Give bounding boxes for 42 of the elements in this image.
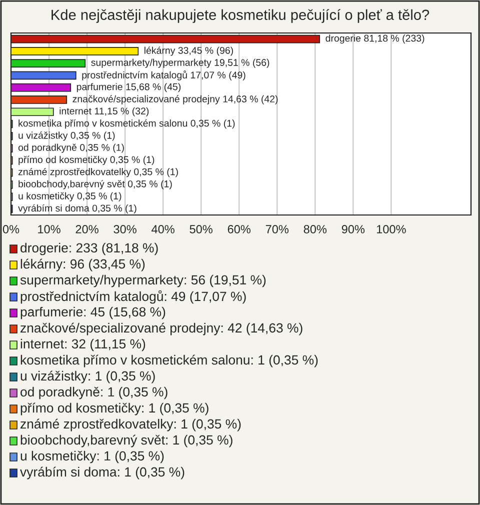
category-label: od poradkyně 0,35 % (1) <box>18 144 124 153</box>
category-label: prostřednictvím katalogů 17,07 % (49) <box>82 70 246 80</box>
text: kosmetika přímo v kosmetickém salonu: 1 (0,35 %) <box>20 354 318 368</box>
x-tick-label: 50% <box>190 225 212 234</box>
category-label: drogerie 81,18 % (233) <box>326 34 424 44</box>
text: lékárny: 96 (33,45 %) <box>20 258 145 272</box>
text: známé zprostředkovatelky: 1 (0,35 %) <box>20 418 241 432</box>
text: internet: 32 (11,15 %) <box>20 338 146 352</box>
text: parfumerie: 45 (15,68 %) <box>20 306 166 320</box>
category-label: přímo od kosmetičky 0,35 % (1) <box>18 156 154 165</box>
category-label: bioobchody,barevný svět 0,35 % (1) <box>18 180 172 190</box>
x-tick-label: 20% <box>76 225 98 234</box>
chart-title: Kde nejčastěji nakupujete kosmetiku pečující o pleť a tělo? <box>52 9 430 23</box>
text: vyrábím si doma: 1 (0,35 %) <box>20 466 184 480</box>
text: prostřednictvím katalogů: 49 (17,07 %) <box>20 290 246 304</box>
x-tick-label: 80% <box>304 225 327 234</box>
text: značkové/specializované prodejny: 42 (14,63 %) <box>20 322 302 336</box>
category-label: kosmetika přímo v kosmetickém salonu 0,35 % (1) <box>18 119 235 129</box>
x-tick-label: 40% <box>152 225 174 234</box>
text: supermarkety/hypermarkety: 56 (19,51 %) <box>20 274 266 288</box>
x-tick-label: 30% <box>114 225 136 234</box>
x-tick-label: 60% <box>228 225 250 234</box>
x-tick-label: 10% <box>38 225 60 234</box>
category-label: značkové/specializované prodejny 14,63 % (42) <box>72 95 278 104</box>
category-label: známé zprostředkovatelky 0,35 % (1) <box>18 168 178 178</box>
x-tick-label: 100% <box>376 225 406 234</box>
category-label: lékárny 33,45 % (96) <box>144 46 233 56</box>
text: od poradkyně: 1 (0,35 %) <box>20 386 168 400</box>
text: u vizážistky: 1 (0,35 %) <box>20 370 155 384</box>
x-tick-label: 0% <box>2 225 20 234</box>
category-label: supermarkety/hypermarkety 19,51 % (56) <box>91 58 270 68</box>
x-tick-label: 90% <box>342 225 365 234</box>
text: přímo od kosmetičky: 1 (0,35 %) <box>20 402 208 416</box>
text: u kosmetičky: 1 (0,35 %) <box>20 450 164 464</box>
x-tick-label: 70% <box>266 225 289 234</box>
text: bioobchody,barevný svět: 1 (0,35 %) <box>20 434 232 448</box>
category-label: u kosmetičky 0,35 % (1) <box>18 192 122 202</box>
category-label: u vizážistky 0,35 % (1) <box>18 132 115 141</box>
category-label: vyrábím si doma 0,35 % (1) <box>18 204 136 214</box>
text: drogerie: 233 (81,18 %) <box>20 242 158 256</box>
category-label: internet 11,15 % (32) <box>60 107 149 116</box>
category-label: parfumerie 15,68 % (45) <box>76 83 181 92</box>
